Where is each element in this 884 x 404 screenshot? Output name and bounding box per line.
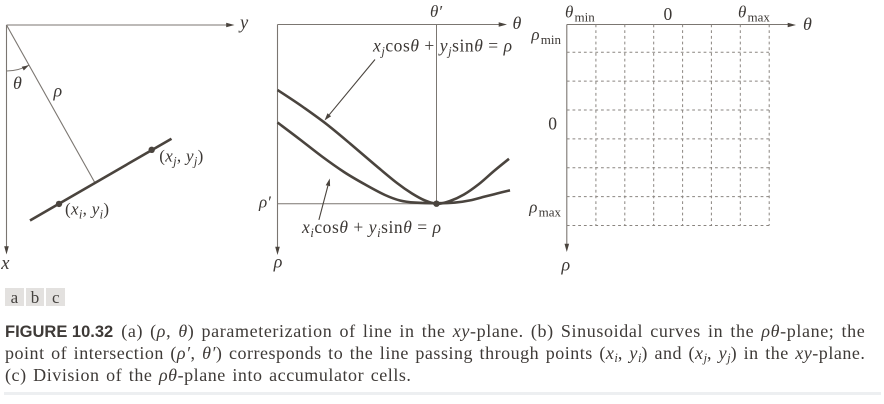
svg-text:θ′: θ′ (430, 2, 442, 21)
svg-text:ρ′: ρ′ (258, 193, 271, 212)
svg-text:y: y (238, 14, 249, 34)
svg-text:ρmin​: ρmin​ (530, 25, 561, 47)
svg-text:θ: θ (513, 13, 522, 33)
svg-text:ρ: ρ (273, 252, 283, 272)
svg-text:θmax​: θmax​ (738, 3, 770, 25)
svg-text:ρmax​: ρmax​ (528, 198, 561, 220)
svg-text:xi​cosθ + yi​sinθ = ρ: xi​cosθ + yi​sinθ = ρ (301, 217, 442, 240)
svg-text:θmin​: θmin​ (565, 3, 595, 25)
svg-text:x: x (0, 254, 10, 274)
svg-text:θ: θ (13, 73, 22, 93)
svg-text:(xi​, yi​): (xi​, yi​) (65, 200, 109, 222)
svg-text:θ: θ (803, 14, 812, 34)
svg-text:0: 0 (548, 114, 557, 134)
svg-text:ρ: ρ (53, 81, 63, 101)
svg-text:(xj​, yj​): (xj​, yj​) (159, 147, 203, 169)
svg-text:0: 0 (664, 4, 673, 24)
svg-text:ρ: ρ (561, 255, 571, 275)
svg-text:xj​cosθ + yj​sinθ = ρ: xj​cosθ + yj​sinθ = ρ (372, 36, 513, 59)
